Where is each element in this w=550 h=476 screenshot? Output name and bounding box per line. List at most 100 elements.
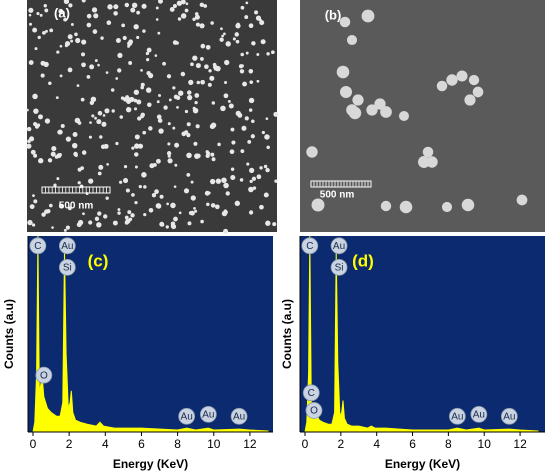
particle xyxy=(176,0,183,6)
particle xyxy=(115,38,121,44)
particle xyxy=(72,132,78,138)
particle xyxy=(272,222,277,227)
particle xyxy=(166,74,172,79)
particle xyxy=(143,212,147,217)
particle xyxy=(44,8,49,13)
particle xyxy=(123,178,129,184)
particle xyxy=(248,167,255,174)
particle xyxy=(223,228,229,234)
particle xyxy=(249,80,254,84)
particle xyxy=(193,141,198,146)
particle xyxy=(207,82,212,87)
particle xyxy=(133,98,138,103)
particle xyxy=(265,167,270,173)
particle xyxy=(186,90,192,95)
particle xyxy=(256,53,260,56)
particle xyxy=(29,204,35,210)
particle xyxy=(26,126,32,132)
particle xyxy=(178,90,184,96)
particle xyxy=(204,64,209,70)
particle xyxy=(146,58,150,62)
particle xyxy=(28,136,35,142)
particle xyxy=(194,93,200,98)
particle xyxy=(225,191,230,196)
particle xyxy=(107,4,113,10)
particle xyxy=(380,200,392,212)
annotation: Au xyxy=(202,410,214,421)
particle xyxy=(250,134,255,139)
particle xyxy=(241,125,247,131)
panel-label: (b) xyxy=(325,7,342,22)
x-tick-label: 0 xyxy=(302,437,309,451)
particle xyxy=(311,198,325,212)
particle xyxy=(261,130,265,135)
particle xyxy=(210,122,217,128)
particle xyxy=(157,118,163,123)
particle xyxy=(271,50,275,55)
particle xyxy=(184,8,189,13)
particle xyxy=(38,114,43,120)
particle xyxy=(128,39,134,45)
particle xyxy=(195,63,201,69)
particle xyxy=(169,7,175,12)
particle xyxy=(380,106,392,118)
particle xyxy=(185,2,189,6)
particle xyxy=(184,109,189,114)
particle xyxy=(45,29,48,33)
particle xyxy=(64,41,71,47)
particle xyxy=(192,106,196,110)
particle xyxy=(111,109,115,113)
particle xyxy=(339,16,351,28)
particle xyxy=(81,150,87,155)
particle xyxy=(96,119,102,125)
particle xyxy=(76,222,82,228)
particle xyxy=(65,225,70,230)
particle xyxy=(34,47,38,51)
particle xyxy=(40,73,45,78)
particle xyxy=(472,86,484,98)
particle xyxy=(190,195,196,201)
particle xyxy=(28,7,34,13)
particle xyxy=(172,86,176,90)
particle xyxy=(97,110,103,116)
particle xyxy=(339,85,353,99)
particle xyxy=(51,146,57,152)
particle xyxy=(42,30,46,35)
particle xyxy=(142,29,146,33)
particle xyxy=(50,151,56,157)
particle xyxy=(158,128,164,134)
sem-background xyxy=(300,0,545,232)
particle xyxy=(156,158,161,164)
particle xyxy=(251,119,255,124)
particle xyxy=(101,121,107,127)
annotation: C xyxy=(34,241,41,252)
particle xyxy=(173,216,178,222)
particle xyxy=(103,214,108,219)
particle xyxy=(51,226,54,229)
annotation: Au xyxy=(473,410,485,421)
particle xyxy=(248,68,254,74)
particle xyxy=(131,146,135,150)
particle xyxy=(235,39,240,44)
particle xyxy=(134,152,139,157)
particle xyxy=(223,93,229,99)
annotation-badge xyxy=(305,402,323,419)
particle xyxy=(71,142,78,149)
particle xyxy=(29,22,33,26)
annotation: Au xyxy=(233,411,245,422)
particle xyxy=(156,100,160,104)
particle xyxy=(209,178,216,185)
particle xyxy=(81,39,87,45)
particle xyxy=(145,87,152,93)
particle xyxy=(248,210,254,215)
particle xyxy=(94,59,98,63)
annotation: Au xyxy=(333,241,345,252)
particle xyxy=(196,153,201,159)
particle xyxy=(172,4,177,9)
particle xyxy=(140,85,144,90)
particle xyxy=(166,151,172,156)
particle xyxy=(124,220,129,225)
particle xyxy=(252,186,257,190)
particle xyxy=(192,17,196,21)
particle xyxy=(136,35,140,40)
